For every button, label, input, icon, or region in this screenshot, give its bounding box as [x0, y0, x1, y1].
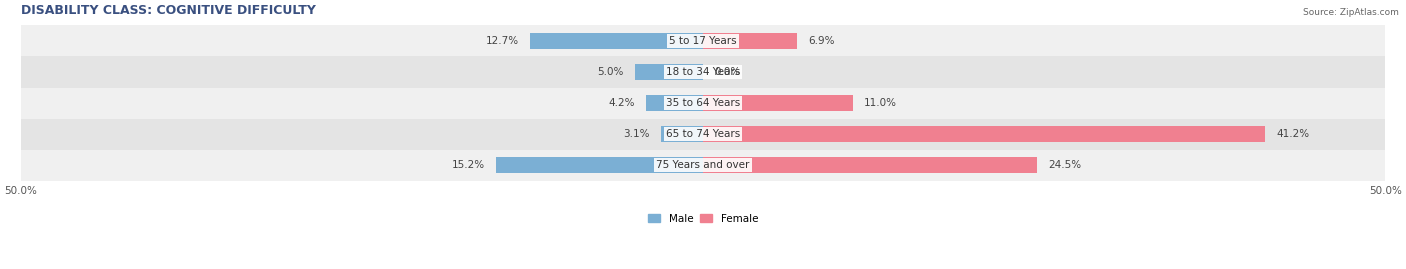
Text: DISABILITY CLASS: COGNITIVE DIFFICULTY: DISABILITY CLASS: COGNITIVE DIFFICULTY [21, 4, 315, 17]
Text: 75 Years and over: 75 Years and over [657, 160, 749, 170]
Text: 24.5%: 24.5% [1049, 160, 1081, 170]
Text: 18 to 34 Years: 18 to 34 Years [666, 67, 740, 77]
Text: 4.2%: 4.2% [609, 98, 634, 108]
Text: 65 to 74 Years: 65 to 74 Years [666, 129, 740, 139]
Text: 12.7%: 12.7% [485, 36, 519, 46]
Bar [21, 26, 1385, 56]
Bar [634, 64, 703, 80]
Bar [495, 157, 703, 173]
Bar [703, 157, 1038, 173]
Text: 6.9%: 6.9% [808, 36, 835, 46]
Text: Source: ZipAtlas.com: Source: ZipAtlas.com [1303, 8, 1399, 17]
Bar [645, 95, 703, 111]
Bar [21, 119, 1385, 150]
Bar [703, 126, 1265, 142]
Bar [21, 150, 1385, 181]
Text: 3.1%: 3.1% [623, 129, 650, 139]
Bar [21, 56, 1385, 87]
Bar [661, 126, 703, 142]
Text: 11.0%: 11.0% [865, 98, 897, 108]
Bar [703, 33, 797, 49]
Text: 5.0%: 5.0% [598, 67, 624, 77]
Legend: Male, Female: Male, Female [644, 209, 762, 228]
Text: 5 to 17 Years: 5 to 17 Years [669, 36, 737, 46]
Text: 41.2%: 41.2% [1277, 129, 1309, 139]
Bar [21, 87, 1385, 119]
Text: 15.2%: 15.2% [451, 160, 485, 170]
Text: 35 to 64 Years: 35 to 64 Years [666, 98, 740, 108]
Bar [703, 95, 853, 111]
Text: 0.0%: 0.0% [714, 67, 740, 77]
Bar [530, 33, 703, 49]
